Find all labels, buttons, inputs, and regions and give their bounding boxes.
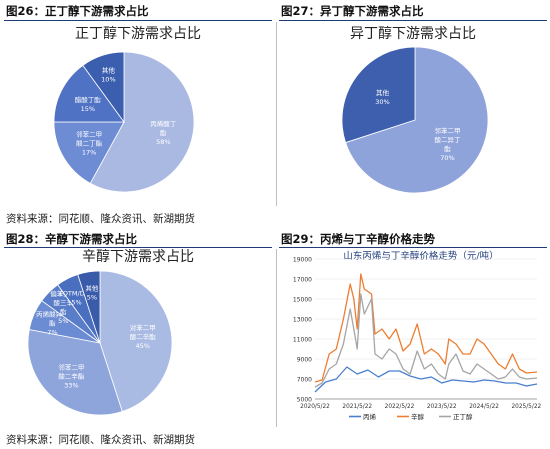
pie-label-text: 其他 bbox=[102, 66, 116, 75]
pie-label-value: 10% bbox=[101, 76, 115, 84]
y-tick-label: 9000 bbox=[297, 357, 312, 364]
line-chart-title: 山东丙烯与丁辛醇价格走势（元/吨） bbox=[343, 250, 498, 262]
pie-label-text: 邻苯二甲 bbox=[76, 130, 102, 139]
pie-chart-octanol: 辛醇下游需求占比 对苯二甲 酸二辛酯 45% 邻苯二甲 酸二辛酯 33% 丙烯酸异辛酯 7% 偏苯… bbox=[4, 249, 272, 427]
pie-chart-isobutanol: 异丁醇下游需求占比邻苯二甲 酸二异丁酯 70% 其他 30% bbox=[279, 22, 547, 206]
pie-label-value: 5% bbox=[58, 317, 68, 325]
pie-label-text: 邻苯二甲 bbox=[435, 126, 461, 135]
pie-label-text: 酸二辛酯 bbox=[130, 332, 157, 341]
series-line-丙烯 bbox=[314, 366, 538, 393]
legend-label: 辛醇 bbox=[411, 412, 425, 421]
pie-slice bbox=[77, 270, 101, 344]
pie-label-text: 酯 bbox=[160, 129, 167, 137]
pie-slice bbox=[53, 64, 125, 123]
pie-label-text: 酸二辛酯 bbox=[58, 371, 85, 380]
x-tick-label: 2020/5/22 bbox=[300, 404, 330, 410]
x-tick-label: 2024/5/22 bbox=[469, 404, 499, 410]
pie-label-value: 5% bbox=[87, 293, 97, 301]
y-tick-label: 5000 bbox=[297, 397, 312, 404]
x-tick-label: 2021/5/22 bbox=[342, 404, 372, 410]
y-tick-label: 19000 bbox=[293, 257, 312, 264]
pie-label-text: 酸三辛 bbox=[54, 298, 74, 307]
source-note: 资料来源：同花顺、隆众资讯、新湖期货 bbox=[6, 434, 195, 446]
figure-29-title: 图29：丙烯与丁辛醇价格走势 bbox=[281, 232, 436, 246]
pie-chart-butanol: 正丁醇下游需求占比丙烯酸丁酯 58% 邻苯二甲 酸二丁酯 17% 醋酸丁酯 15% 其他 10% bbox=[4, 22, 272, 206]
pie-label-text: 丙烯酸异辛 bbox=[36, 309, 69, 318]
pie-slice bbox=[89, 51, 195, 193]
pie-slice bbox=[82, 51, 125, 124]
pie-label-value: 45% bbox=[135, 342, 149, 350]
pie-label-value: 7% bbox=[47, 328, 57, 336]
pie-label-value: 30% bbox=[375, 98, 389, 106]
pie-label-value: 15% bbox=[81, 105, 95, 113]
panel-divider bbox=[276, 249, 277, 427]
y-tick-label: 13000 bbox=[293, 317, 312, 324]
title-rule bbox=[279, 247, 547, 248]
y-tick-label: 15000 bbox=[293, 297, 312, 304]
y-tick-label: 17000 bbox=[293, 277, 312, 284]
title-rule bbox=[4, 247, 272, 248]
title-rule bbox=[4, 20, 272, 21]
pie-title: 正丁醇下游需求占比 bbox=[75, 25, 201, 42]
pie-label-text: 对苯二甲 bbox=[130, 323, 156, 332]
series-line-辛醇 bbox=[314, 273, 538, 383]
source-note: 资料来源：同花顺、隆众资讯、新湖期货 bbox=[6, 213, 195, 225]
pie-label-value: 5% bbox=[71, 298, 81, 306]
pie-slice bbox=[345, 46, 489, 194]
pie-label-text: 酯 bbox=[444, 145, 451, 153]
pie-title: 异丁醇下游需求占比 bbox=[350, 25, 476, 42]
pie-label-text: 邻苯二甲 bbox=[58, 362, 84, 371]
title-rule bbox=[279, 20, 547, 21]
line-chart-svg: 山东丙烯与丁辛醇价格走势（元/吨） 5000 7000 9000 11000 13000 1… bbox=[293, 250, 542, 421]
pie-label-value: 17% bbox=[82, 149, 96, 157]
pie-title: 辛醇下游需求占比 bbox=[82, 249, 194, 265]
figure-28-title: 图28：辛醇下游需求占比 bbox=[6, 232, 138, 246]
pie-label-text: 其他 bbox=[376, 88, 390, 97]
pie-label: 其他5% bbox=[85, 283, 99, 301]
line-chart-prices: 山东丙烯与丁辛醇价格走势（元/吨） 5000 7000 9000 11000 13000 1… bbox=[279, 249, 547, 427]
figure-26-title: 图26：正丁醇下游需求占比 bbox=[6, 4, 149, 18]
pie-slice bbox=[27, 329, 123, 416]
pie-label-text: 酯 bbox=[60, 308, 67, 316]
x-tick-label: 2022/5/22 bbox=[385, 404, 415, 410]
series-line-正丁醇 bbox=[314, 293, 538, 388]
y-tick-label: 11000 bbox=[293, 337, 312, 344]
pie-label-value: 58% bbox=[156, 138, 170, 146]
pie-label-text: 其他 bbox=[85, 283, 99, 292]
pie-label-value: 33% bbox=[64, 381, 78, 389]
pie-label-text: 酸二异丁 bbox=[435, 135, 462, 144]
pie-label-text: 偏苯三甲 bbox=[50, 289, 76, 298]
pie-label-text: 酯 bbox=[49, 319, 56, 327]
pie-chart-svg: 辛醇下游需求占比对苯二甲酸二辛酯45%邻苯二甲酸二辛酯33%丙烯酸异辛酯7%偏苯… bbox=[27, 249, 194, 416]
pie-label-text: 丙烯酸丁 bbox=[150, 119, 177, 128]
figure-27-title: 图27：异丁醇下游需求占比 bbox=[281, 4, 424, 18]
legend-label: 正丁醇 bbox=[453, 412, 473, 421]
legend-label: 丙烯 bbox=[363, 412, 377, 421]
pie-slice bbox=[341, 46, 416, 144]
pie-label-text: 酸二丁酯 bbox=[76, 139, 103, 148]
pie-slice bbox=[53, 121, 125, 184]
pie-label-value: 70% bbox=[440, 154, 454, 162]
panel-divider bbox=[276, 22, 277, 206]
pie-label-text: TOTM/DOA bbox=[58, 289, 95, 297]
x-tick-label: 2023/5/22 bbox=[427, 404, 457, 410]
pie-slice bbox=[99, 270, 173, 412]
y-tick-label: 7000 bbox=[297, 377, 312, 384]
x-tick-label: 2025/5/22 bbox=[511, 404, 541, 410]
pie-label-text: 醋酸丁酯 bbox=[75, 95, 102, 104]
